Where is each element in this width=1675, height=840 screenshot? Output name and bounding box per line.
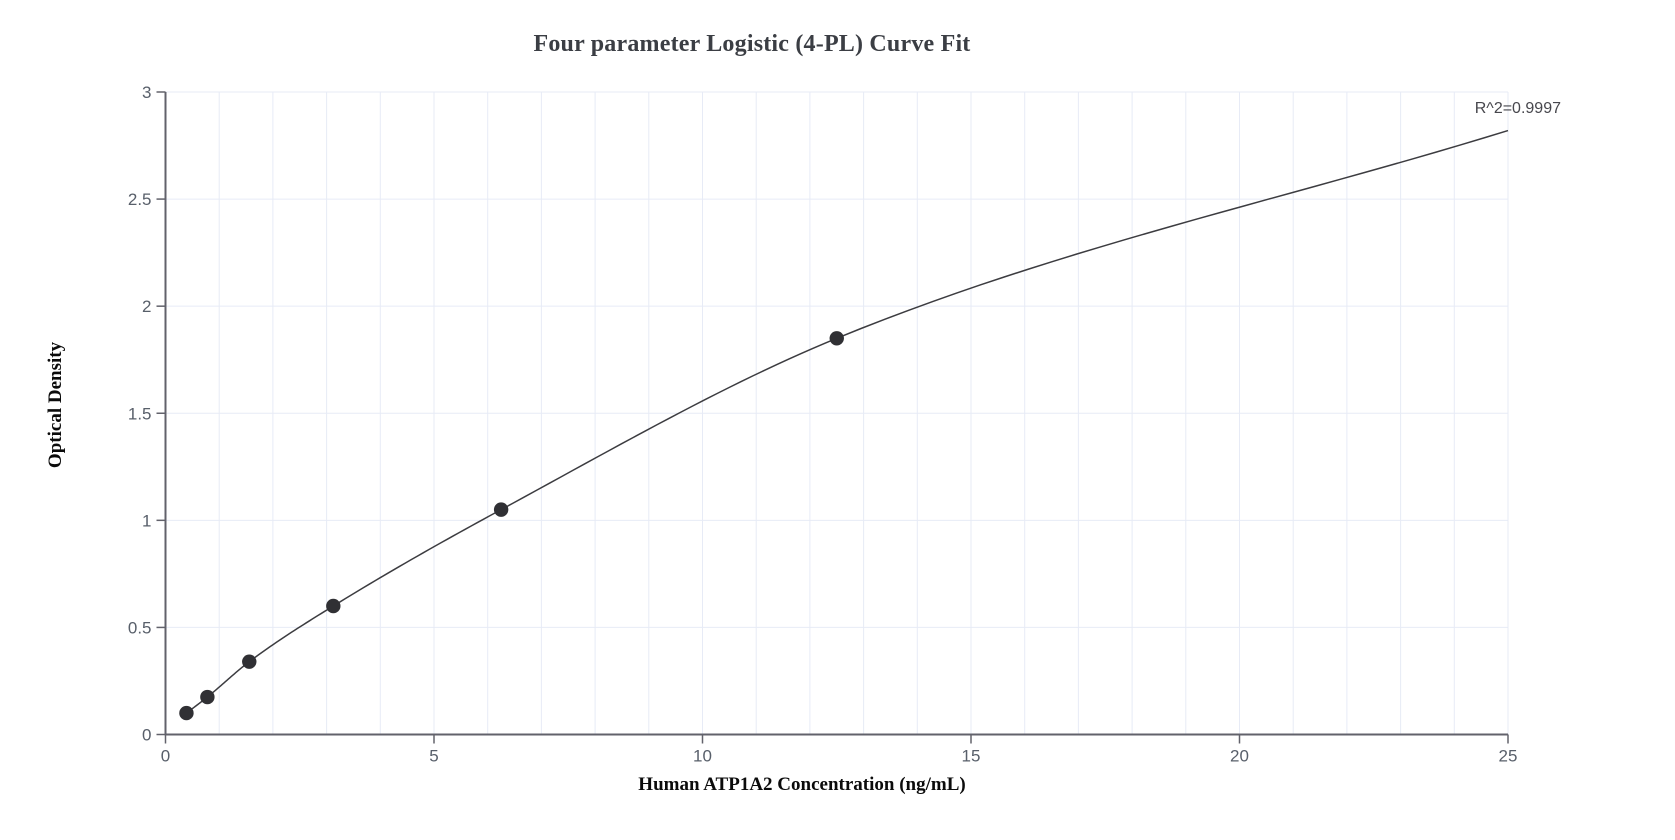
fit-curve [185,129,1509,714]
y-tick-label: 1.5 [128,404,152,423]
x-tick-label: 0 [161,747,170,766]
y-tick-label: 1 [142,511,151,530]
y-tick-label: 0 [142,726,151,745]
data-point [200,689,215,705]
x-axis-label: Human ATP1A2 Concentration (ng/mL) [638,774,966,795]
x-tick-label: 5 [429,747,438,766]
x-tick-label: 15 [962,747,981,766]
x-tick-label: 25 [1499,747,1518,766]
chart-title: Four parameter Logistic (4-PL) Curve Fit [533,31,971,57]
y-tick-label: 3 [142,83,151,102]
data-point [829,331,844,346]
r-squared-annotation: R^2=0.9997 [1474,100,1561,117]
y-tick-label: 0.5 [128,618,152,637]
data-point [242,654,257,669]
data-point [493,502,509,517]
data-point [179,705,194,721]
y-tick-label: 2.5 [128,190,152,209]
x-tick-label: 20 [1230,747,1249,766]
y-axis-label: Optical Density [45,341,66,469]
y-tick-label: 2 [142,297,151,316]
x-tick-label: 10 [693,747,712,766]
data-point [326,598,341,614]
